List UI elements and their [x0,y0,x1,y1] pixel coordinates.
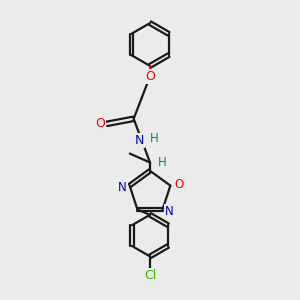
Text: N: N [135,134,144,147]
Text: O: O [95,117,105,130]
Text: O: O [145,70,155,83]
Text: N: N [165,206,173,218]
Text: H: H [150,132,158,145]
Text: Cl: Cl [144,268,156,282]
Text: N: N [118,181,127,194]
Text: O: O [174,178,183,190]
Text: H: H [158,156,167,169]
